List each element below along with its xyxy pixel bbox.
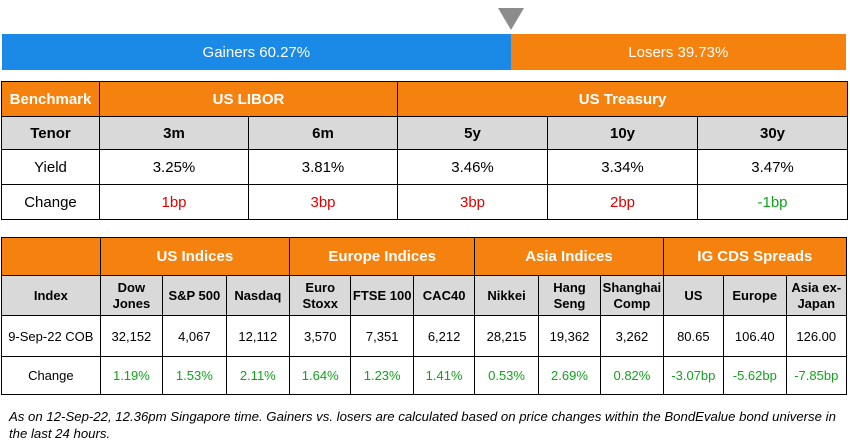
index-name-line: Japan: [797, 295, 836, 311]
index-name-line: Shanghai: [602, 279, 662, 295]
index-value-cell: 106.40: [723, 315, 787, 357]
index-label: Index: [1, 275, 101, 316]
benchmark-header: Benchmark: [1, 81, 100, 117]
index-name-cell: US: [662, 275, 725, 316]
ig-cds-header: IG CDS Spreads: [662, 237, 848, 276]
index-value-cell: 6,212: [412, 315, 476, 357]
index-name-cell: Dow Jones: [99, 275, 164, 316]
yield-cell: 3.34%: [547, 149, 699, 185]
index-change-cell: 1.64%: [289, 356, 352, 395]
change-cell: 2bp: [547, 184, 699, 220]
index-change-cell: 2.69%: [537, 356, 602, 395]
triangle-down-icon: [498, 8, 524, 30]
asia-indices-header: Asia Indices: [474, 237, 664, 276]
index-name-line: CAC40: [422, 287, 466, 303]
index-change-cell: -7.85bp: [785, 356, 847, 395]
tenor-cell: 6m: [247, 116, 399, 150]
yield-cell: 3.47%: [697, 149, 849, 185]
index-name-line: Nikkei: [487, 287, 526, 303]
index-name-cell: FTSE 100: [350, 275, 414, 316]
index-value-cell: 3,262: [600, 315, 664, 357]
index-name-line: FTSE 100: [352, 287, 412, 303]
change-cell: 1bp: [99, 184, 249, 220]
index-name-line: Nasdaq: [234, 287, 282, 303]
tenor-label: Tenor: [1, 116, 100, 150]
change-cell: 3bp: [247, 184, 399, 220]
tenor-cell: 3m: [99, 116, 249, 150]
change-label: Change: [1, 184, 100, 220]
index-value-cell: 32,152: [99, 315, 164, 357]
index-name-line: Euro: [305, 279, 336, 295]
index-value-cell: 19,362: [537, 315, 602, 357]
index-name-line: Asia ex-: [791, 279, 842, 295]
index-name-cell: Euro Stoxx: [289, 275, 352, 316]
yield-cell: 3.81%: [247, 149, 399, 185]
tenor-cell: 10y: [547, 116, 699, 150]
index-name-cell: CAC40: [412, 275, 476, 316]
gainers-losers-bar: Gainers 60.27% Losers 39.73%: [2, 34, 846, 70]
europe-indices-header: Europe Indices: [289, 237, 476, 276]
index-value-cell: 3,570: [289, 315, 352, 357]
index-name-line: US: [684, 287, 703, 303]
index-value-cell: 28,215: [474, 315, 539, 357]
index-change-cell: -3.07bp: [662, 356, 725, 395]
index-change-cell: 0.53%: [474, 356, 539, 395]
footnote: As on 12-Sep-22, 12.36pm Singapore time.…: [9, 409, 836, 441]
change-cell: -1bp: [697, 184, 849, 220]
gainers-segment: Gainers 60.27%: [2, 34, 511, 70]
index-value-cell: 7,351: [350, 315, 414, 357]
index-value-cell: 80.65: [662, 315, 725, 357]
index-change-cell: 1.19%: [99, 356, 164, 395]
values-date-label: 9-Sep-22 COB: [1, 315, 101, 357]
us-libor-header: US LIBOR: [98, 81, 399, 117]
index-name-cell: Europe: [723, 275, 787, 316]
index-value-cell: 4,067: [162, 315, 227, 357]
index-change-cell: 1.53%: [162, 356, 227, 395]
index-value-cell: 12,112: [225, 315, 291, 357]
index-name-line: Europe: [732, 287, 778, 303]
index-name-cell: Hang Seng: [537, 275, 602, 316]
rates-table: Benchmark US LIBOR US Treasury Tenor 3m …: [1, 81, 849, 220]
index-name-line: Stoxx: [302, 295, 338, 311]
yield-label: Yield: [1, 149, 100, 185]
index-name-line: S&P 500: [168, 287, 221, 303]
losers-segment: Losers 39.73%: [510, 34, 846, 70]
index-name-line: Jones: [112, 295, 151, 311]
change-cell: 3bp: [397, 184, 549, 220]
index-name-cell: Nikkei: [474, 275, 539, 316]
us-indices-header: US Indices: [99, 237, 291, 276]
us-treasury-header: US Treasury: [397, 81, 849, 117]
index-name-line: Comp: [613, 295, 651, 311]
index-change-cell: 2.11%: [225, 356, 291, 395]
index-name-line: Dow: [117, 279, 146, 295]
indices-table: US Indices Europe Indices Asia Indices I…: [1, 237, 848, 395]
index-name-cell: Shanghai Comp: [600, 275, 664, 316]
index-name-line: Hang: [553, 279, 586, 295]
index-value-cell: 126.00: [785, 315, 847, 357]
index-name-cell: Asia ex- Japan: [785, 275, 847, 316]
yield-cell: 3.46%: [397, 149, 549, 185]
index-name-cell: Nasdaq: [225, 275, 291, 316]
tenor-cell: 5y: [397, 116, 549, 150]
tenor-cell: 30y: [697, 116, 849, 150]
index-name-cell: S&P 500: [162, 275, 227, 316]
index-name-line: Seng: [553, 295, 586, 311]
index-change-cell: -5.62bp: [723, 356, 787, 395]
index-change-cell: 1.41%: [412, 356, 476, 395]
yield-cell: 3.25%: [99, 149, 249, 185]
indices-change-label: Change: [1, 356, 101, 395]
index-change-cell: 1.23%: [350, 356, 414, 395]
index-change-cell: 0.82%: [600, 356, 664, 395]
blank-header: [1, 237, 101, 276]
